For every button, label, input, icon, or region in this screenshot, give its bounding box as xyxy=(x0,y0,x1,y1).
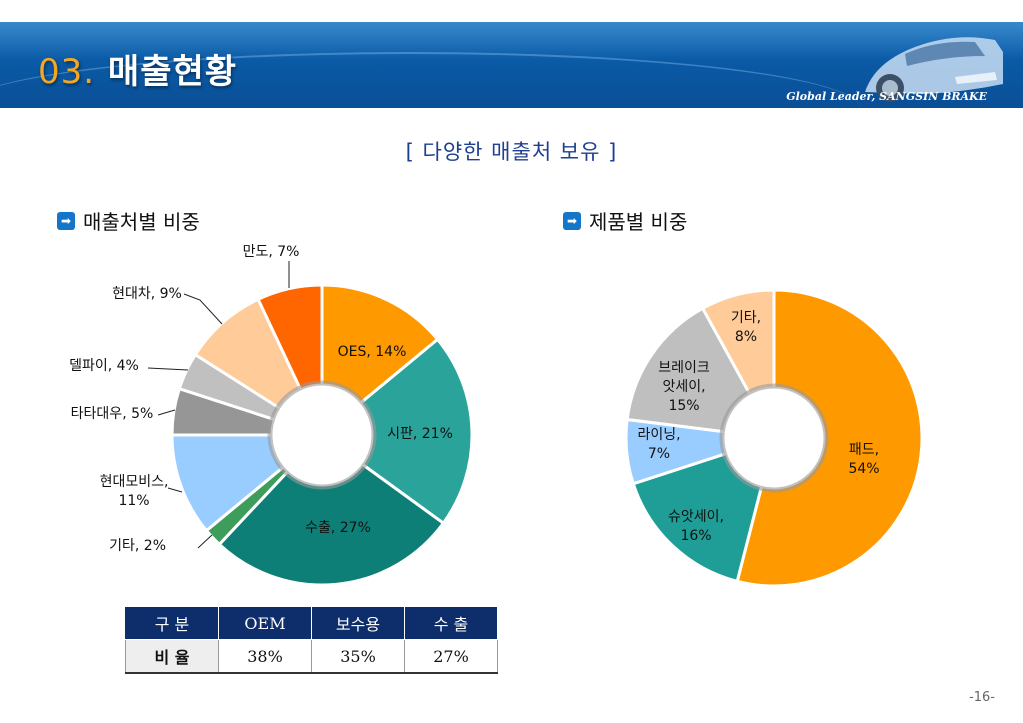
slice-label: 라이닝, 7% xyxy=(637,427,680,462)
section-number: 03. xyxy=(38,52,96,92)
leader-line xyxy=(183,293,223,325)
slogan: Global Leader, SANGSIN BRAKE xyxy=(786,90,987,103)
donut-hole-shadow xyxy=(719,383,829,493)
slice-label: 슈앗세이, 16% xyxy=(668,509,724,544)
table-cell: 35% xyxy=(311,639,405,674)
table-header-cell: 보수용 xyxy=(311,606,405,640)
table-header-row: 구 분 OEM 보수용 수 출 xyxy=(125,606,498,640)
right-section-label: 제품별 비중 xyxy=(589,210,688,234)
leader-line xyxy=(197,534,213,549)
table-cell: 27% xyxy=(404,639,498,674)
header-banner: 03. 매출현황 Global Leader, SANGSIN BRAKE xyxy=(0,22,1023,108)
slice-label: 현대차, 9% xyxy=(112,286,182,302)
slice-label: 기타, 2% xyxy=(109,538,166,554)
sales-channel-donut-chart: OES, 14% 시판, 21% 수출, 27% 기타, 2% 현대모비스, 11% 타타대… xyxy=(69,244,474,587)
page-title: 03. 매출현황 xyxy=(38,44,237,93)
donut-hole-shadow xyxy=(267,380,377,490)
table-cell: 비 율 xyxy=(125,639,219,674)
arrow-right-icon: ➡ xyxy=(57,211,75,230)
slice-label: 수출, 27% xyxy=(305,520,371,536)
table-row: 비 율 38% 35% 27% xyxy=(125,639,498,674)
table-header-cell: 수 출 xyxy=(404,606,498,640)
slice-label: 만도, 7% xyxy=(243,244,300,260)
slice-label: 기타, 8% xyxy=(731,310,761,345)
left-section-title: ➡ 매출처별 비중 xyxy=(57,206,200,235)
arrow-right-icon: ➡ xyxy=(563,211,581,230)
leader-line xyxy=(157,409,176,416)
product-donut-chart: 패드, 54% 슈앗세이, 16% 라이닝, 7% 브레이크 앗세이, 15% 기타, 8% xyxy=(624,288,924,588)
header-wave xyxy=(0,52,860,108)
car-image-icon xyxy=(865,37,1003,102)
slice-label: OES, 14% xyxy=(338,344,407,360)
table-header-cell: 구 분 xyxy=(125,606,219,640)
table-header-cell: OEM xyxy=(218,606,312,640)
slice-label: 타타대우, 5% xyxy=(71,406,154,422)
page-number: -16- xyxy=(969,690,995,705)
right-section-title: ➡ 제품별 비중 xyxy=(563,206,687,235)
slice-label: 현대모비스, 11% xyxy=(100,474,169,509)
left-section-label: 매출처별 비중 xyxy=(83,210,200,234)
subtitle: [ 다양한 매출처 보유 ] xyxy=(405,140,618,164)
leader-line xyxy=(147,367,189,371)
ratio-table: 구 분 OEM 보수용 수 출 비 율 38% 35% 27% xyxy=(125,606,498,674)
slice-label: 시판, 21% xyxy=(387,426,453,442)
slice-label: 패드, 54% xyxy=(848,442,879,477)
section-title: 매출현황 xyxy=(107,52,238,92)
slice-label: 브레이크 앗세이, 15% xyxy=(658,360,710,414)
slice-label: 델파이, 4% xyxy=(69,358,139,374)
table-cell: 38% xyxy=(218,639,312,674)
leader-line xyxy=(167,487,183,493)
